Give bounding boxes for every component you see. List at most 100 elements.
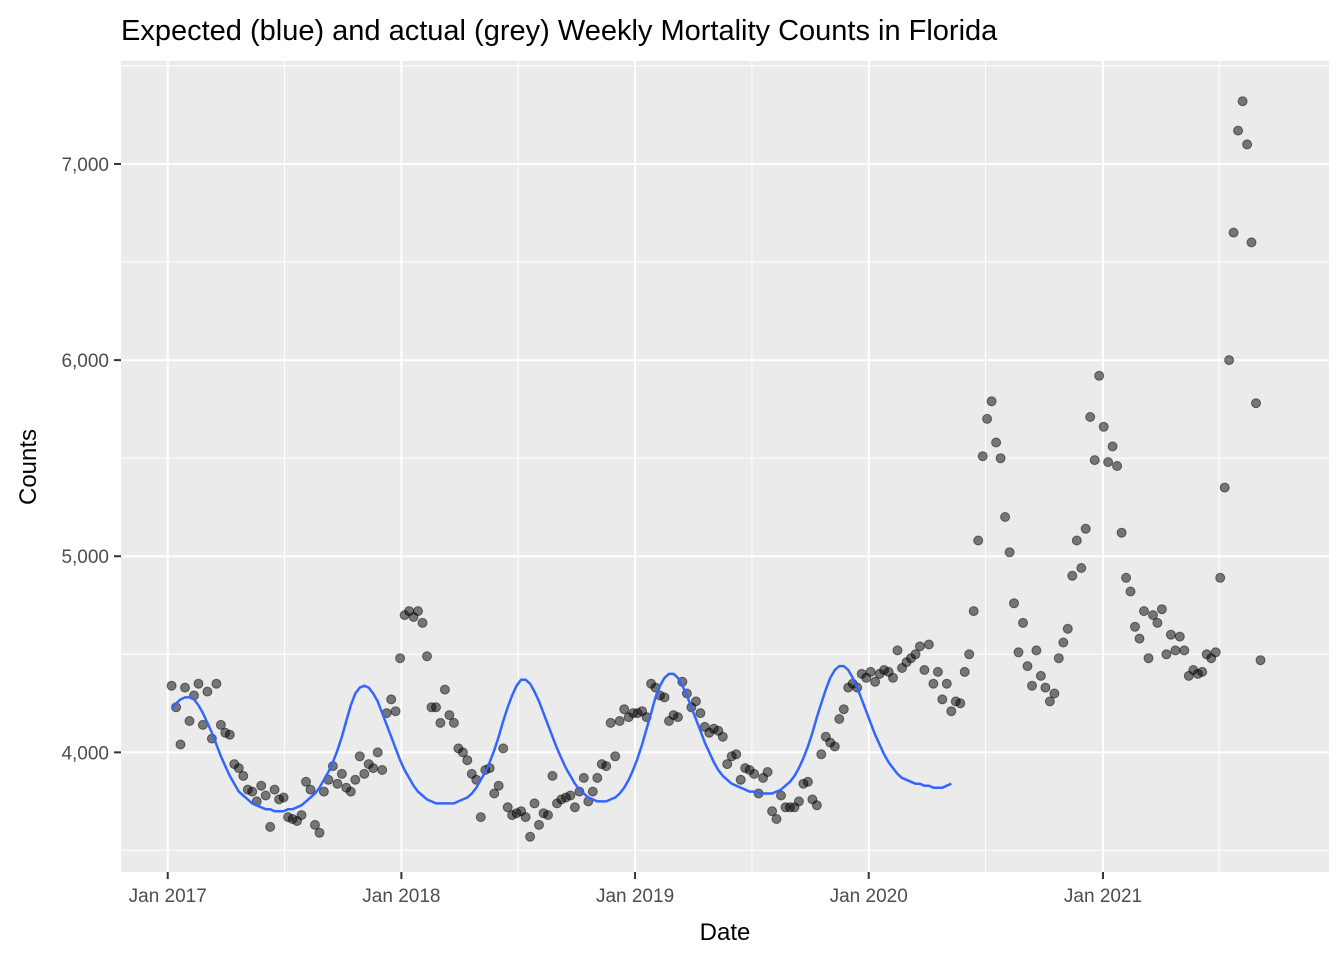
data-point <box>1228 227 1239 238</box>
data-point <box>695 708 706 719</box>
data-point <box>722 759 733 770</box>
data-point <box>973 535 984 546</box>
data-point <box>1148 610 1158 621</box>
data-point <box>233 763 244 774</box>
data-point <box>767 806 778 817</box>
data-point <box>395 653 406 664</box>
data-point <box>892 645 903 656</box>
data-point <box>771 814 782 824</box>
data-point <box>914 641 925 652</box>
data-point <box>260 790 271 801</box>
data-point <box>672 712 683 723</box>
data-point <box>359 768 370 779</box>
data-point <box>211 678 222 689</box>
data-point <box>1098 421 1109 432</box>
data-point <box>1210 647 1221 658</box>
data-point <box>946 706 957 717</box>
data-point <box>1219 482 1230 493</box>
x-axis: Jan 2017 Jan 2018 Jan 2019 Jan 2020 Jan 2021 <box>129 872 1142 907</box>
data-point <box>995 453 1006 464</box>
data-point <box>310 819 320 830</box>
data-point <box>565 790 576 801</box>
data-point <box>1215 572 1226 583</box>
data-point <box>829 741 840 752</box>
data-point <box>749 768 760 779</box>
data-point <box>955 698 966 709</box>
y-tick-label: 4,000 <box>61 743 109 764</box>
data-point <box>238 770 249 781</box>
data-point <box>923 639 934 650</box>
x-tick-label: Jan 2018 <box>362 886 440 907</box>
data-point <box>256 780 267 791</box>
data-point <box>1174 631 1185 642</box>
data-point <box>964 649 975 660</box>
data-point <box>368 763 379 774</box>
data-point <box>1233 125 1244 136</box>
data-point <box>534 819 544 830</box>
data-point <box>431 702 441 713</box>
data-point <box>659 692 670 703</box>
data-point <box>1125 586 1136 597</box>
data-point <box>422 651 432 662</box>
data-point <box>520 812 531 823</box>
data-point <box>224 729 235 740</box>
data-point <box>1179 645 1190 656</box>
data-point <box>1040 682 1051 693</box>
data-point <box>1237 96 1248 107</box>
data-point <box>834 714 845 724</box>
data-point <box>578 772 589 783</box>
data-point <box>1224 355 1235 366</box>
data-point <box>1080 523 1091 534</box>
data-point <box>838 704 849 715</box>
data-point <box>1013 647 1024 658</box>
y-tick-label: 5,000 <box>61 547 109 568</box>
data-point <box>417 617 428 628</box>
data-point <box>301 776 311 787</box>
data-point <box>318 786 329 797</box>
x-tick-label: Jan 2021 <box>1064 886 1142 907</box>
data-point <box>1071 535 1082 546</box>
data-point <box>1116 527 1127 538</box>
x-tick-label: Jan 2019 <box>596 886 674 907</box>
data-point <box>1242 139 1253 150</box>
data-point <box>525 831 536 842</box>
chart-title: Expected (blue) and actual (grey) Weekly… <box>121 15 998 47</box>
data-point <box>959 666 970 677</box>
data-point <box>345 786 356 797</box>
data-point <box>269 784 280 795</box>
data-point <box>1255 655 1266 666</box>
data-point <box>919 665 930 675</box>
data-point <box>1000 512 1011 522</box>
data-point <box>816 749 827 760</box>
data-point <box>166 680 177 691</box>
data-point <box>439 684 450 695</box>
data-point <box>605 717 616 728</box>
data-point <box>390 706 401 717</box>
data-point <box>215 719 226 730</box>
actual-points <box>166 96 1266 842</box>
data-point <box>175 739 186 750</box>
data-point <box>435 717 446 728</box>
data-point <box>543 810 553 821</box>
data-point <box>278 792 289 803</box>
data-point <box>601 761 612 772</box>
data-point <box>762 767 773 777</box>
data-point <box>592 772 603 783</box>
data-point <box>332 778 343 789</box>
grid-major <box>121 61 1329 872</box>
data-point <box>982 413 993 424</box>
data-point <box>1027 680 1037 691</box>
data-point <box>690 696 701 707</box>
data-point <box>619 704 630 715</box>
data-point <box>1053 653 1064 664</box>
data-point <box>377 765 388 775</box>
data-point <box>1035 670 1046 681</box>
data-point <box>1121 572 1132 583</box>
expected-line <box>170 664 952 813</box>
plot-panel <box>121 61 1329 872</box>
data-point <box>1062 623 1073 634</box>
data-point <box>457 747 468 758</box>
data-point <box>493 780 504 791</box>
data-point <box>1018 617 1028 628</box>
